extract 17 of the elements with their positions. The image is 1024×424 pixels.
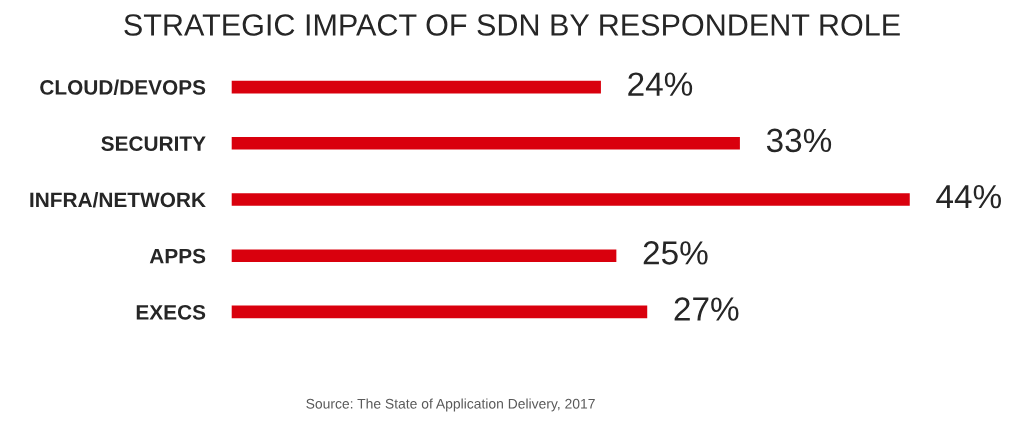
bar: [231, 79, 603, 95]
y-tick-label: CLOUD/DEVOPS: [40, 79, 206, 96]
data-label: 25%: [643, 241, 708, 265]
y-tick-label: APPS: [149, 248, 206, 264]
data-label: 44%: [936, 184, 1001, 209]
bar: [231, 135, 742, 151]
bar: [231, 304, 649, 320]
data-label: 24%: [628, 72, 693, 96]
data-label: 33%: [766, 128, 832, 153]
source-note: Source: The State of Application Delivery, 2017: [306, 398, 595, 412]
bar: [231, 191, 912, 208]
data-label: 27%: [674, 297, 739, 321]
y-tick-label: EXECS: [136, 304, 206, 320]
y-tick-label: SECURITY: [101, 136, 206, 152]
bar: [231, 247, 618, 264]
chart-title: STRATEGIC IMPACT OF SDN BY RESPONDENT ROLE: [124, 14, 900, 36]
y-tick-label: INFRA/NETWORK: [30, 191, 206, 208]
